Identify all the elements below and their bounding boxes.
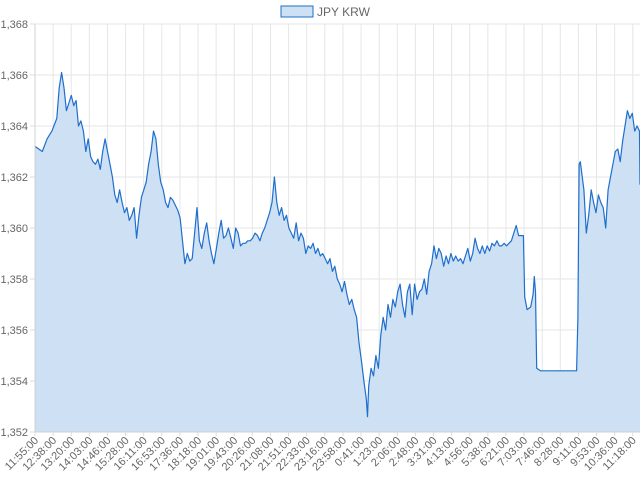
legend-label[interactable]: JPY KRW [317, 5, 371, 19]
y-tick-label: 1,364 [0, 121, 28, 133]
y-tick-label: 1,368 [0, 19, 28, 31]
chart-legend[interactable]: JPY KRW [280, 5, 371, 19]
y-tick-label: 1,362 [0, 172, 28, 184]
y-tick-label: 1,354 [0, 376, 28, 388]
y-tick-label: 1,366 [0, 70, 28, 82]
y-tick-label: 1,352 [0, 427, 28, 439]
legend-swatch[interactable] [280, 5, 314, 18]
y-tick-label: 1,356 [0, 325, 28, 337]
y-tick-label: 1,360 [0, 223, 28, 235]
series-line [34, 71, 640, 418]
series-area-layer [34, 71, 640, 432]
y-tick-label: 1,358 [0, 274, 28, 286]
y-axis-ticks: 1,368 1,366 1,364 1,362 1,360 1,358 1,356 1,354… [0, 19, 35, 439]
series-area-fill [35, 72, 640, 432]
x-axis-ticks: 11:55:0012:38:0013:20:0014:03:0014:46:00… [3, 432, 639, 473]
